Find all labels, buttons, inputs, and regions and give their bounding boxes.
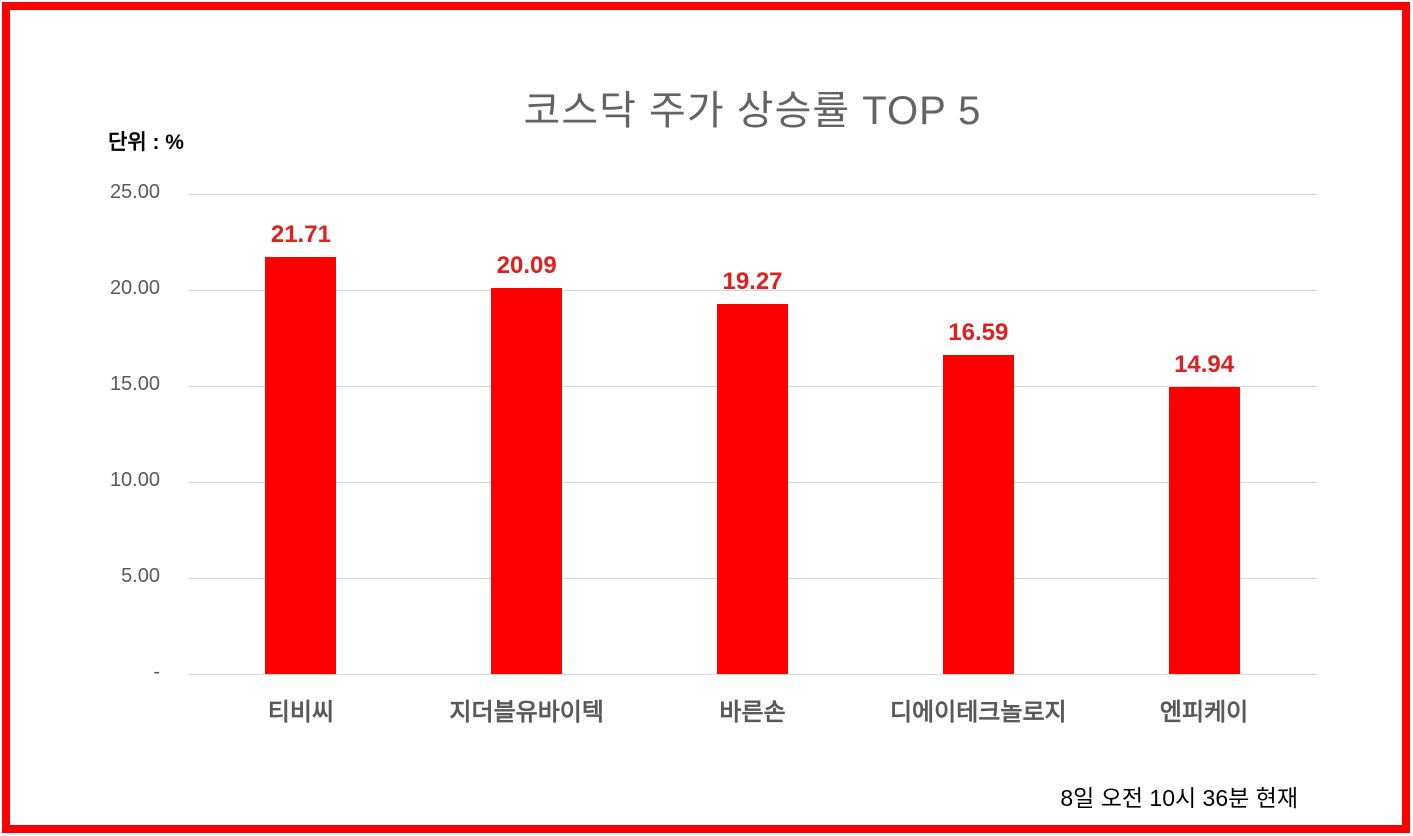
gridline xyxy=(188,290,1317,291)
y-axis-tick-label: 5.00 xyxy=(121,565,160,587)
bar-4 xyxy=(942,355,1014,674)
bar-1 xyxy=(265,257,337,674)
category-label: 바른손 xyxy=(719,699,786,726)
y-axis-tick-label: 15.00 xyxy=(109,373,160,395)
category-label: 엔피케이 xyxy=(1159,699,1249,726)
y-axis-tick-label: 10.00 xyxy=(109,469,160,491)
category-label: 디에이테크놀로지 xyxy=(889,699,1067,726)
bar-3 xyxy=(717,304,788,674)
category-label: 티비씨 xyxy=(267,699,335,726)
bar-value-label: 21.71 xyxy=(270,221,331,249)
bar-5 xyxy=(1168,387,1240,674)
y-axis-tick-label: - xyxy=(153,661,160,683)
timestamp: 8일 오전 10시 36분 현재 xyxy=(1060,785,1298,811)
chart-title: 코스닥 주가 상승률 TOP 5 xyxy=(523,89,982,133)
gridline xyxy=(188,194,1317,195)
bar-value-label: 16.59 xyxy=(948,319,1009,347)
y-axis-tick-label: 25.00 xyxy=(109,181,160,203)
bar-2 xyxy=(491,288,563,674)
bar-value-label: 20.09 xyxy=(496,252,557,280)
category-label: 지더블유바이텍 xyxy=(449,699,604,726)
gridline xyxy=(188,674,1317,675)
y-axis-tick-label: 20.00 xyxy=(109,277,160,299)
unit-label: 단위 : % xyxy=(108,131,184,154)
bar-value-label: 14.94 xyxy=(1174,351,1235,379)
bar-value-label: 19.27 xyxy=(722,268,783,296)
